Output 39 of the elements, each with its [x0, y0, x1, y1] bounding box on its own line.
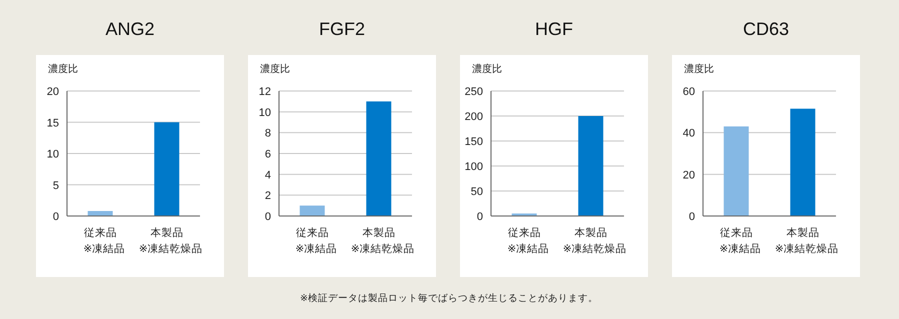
x-tick-label: 従来品 ※凍結品: [507, 226, 550, 255]
y-tick-label: 10: [46, 148, 59, 160]
y-tick-label: 150: [464, 136, 483, 148]
y-tick-label: 12: [258, 86, 271, 98]
y-tick-label: 250: [464, 86, 483, 98]
y-tick-label: 100: [464, 161, 483, 173]
y-tick-label: 0: [52, 211, 59, 223]
x-tick-label: 本製品 ※凍結乾燥品: [774, 226, 839, 255]
x-tick-label: 本製品 ※凍結乾燥品: [138, 226, 203, 255]
y-tick-label: 4: [264, 169, 271, 182]
chart-title: HGF: [535, 19, 573, 39]
y-tick-label: 2: [264, 190, 271, 202]
chart-title: FGF2: [318, 19, 366, 39]
y-tick-label: 200: [464, 111, 483, 123]
x-tick-label: 従来品 ※凍結品: [83, 226, 126, 255]
y-tick-label: 6: [264, 148, 271, 160]
x-tick-label: 本製品 ※凍結乾燥品: [562, 226, 627, 255]
y-axis-title: 濃度比: [472, 63, 502, 75]
y-tick-label: 0: [688, 211, 695, 223]
y-tick-label: 40: [682, 128, 695, 140]
y-tick-label: 20: [682, 169, 695, 182]
y-tick-label: 20: [46, 86, 59, 98]
x-tick-label: 従来品 ※凍結品: [295, 226, 338, 255]
text: ※検証データは製品ロット毎でばらつきが生じることがあります。: [300, 292, 598, 304]
y-tick-label: 50: [470, 186, 483, 198]
y-tick-label: 8: [264, 128, 271, 140]
x-tick-label: 本製品 ※凍結乾燥品: [350, 226, 415, 255]
y-tick-label: 5: [52, 180, 59, 192]
chart-title: ANG2: [105, 19, 155, 39]
y-tick-label: 10: [258, 106, 271, 119]
y-tick-label: 60: [682, 86, 695, 98]
y-tick-label: 15: [46, 117, 59, 130]
chart-title: CD63: [742, 19, 790, 39]
y-axis-title: 濃度比: [684, 63, 714, 75]
x-tick-label: 従来品 ※凍結品: [719, 226, 762, 255]
y-axis-title: 濃度比: [48, 63, 78, 75]
y-tick-label: 0: [264, 211, 271, 223]
y-tick-label: 0: [476, 211, 483, 223]
y-axis-title: 濃度比: [260, 63, 290, 75]
